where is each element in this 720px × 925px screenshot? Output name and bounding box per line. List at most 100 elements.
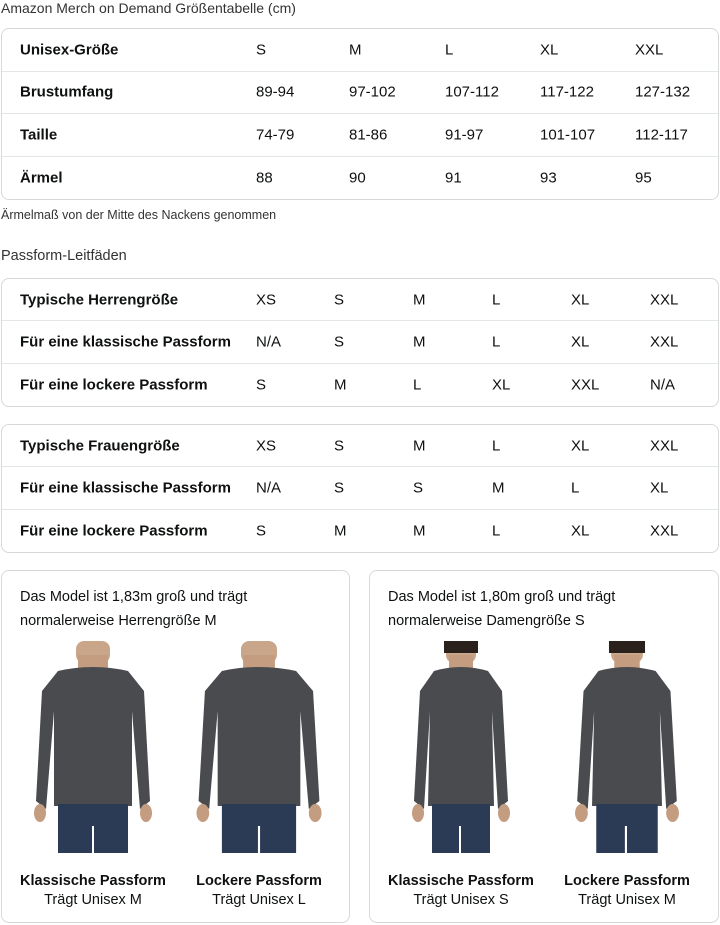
fit-title: Lockere Passform (564, 873, 690, 889)
model-description: Das Model ist 1,83m groß und trägt norma… (20, 589, 248, 629)
table-cell: 112-117 (635, 126, 688, 144)
fit-size: Trägt Unisex S (413, 892, 509, 908)
table-cell: 81-86 (349, 126, 388, 144)
table-cell: L (492, 291, 501, 309)
table-cell: XL (571, 333, 590, 351)
size-table: Unisex-Größe S M L XL XXL Brustumfang 89-94 97-1… (1, 28, 719, 200)
table-cell: S (413, 479, 424, 497)
row-label: Für eine lockere Passform (20, 376, 208, 394)
fit-title: Lockere Passform (196, 873, 322, 889)
row-label: Für eine lockere Passform (20, 522, 208, 540)
table-cell: N/A (256, 333, 282, 351)
row-label: Unisex-Größe (20, 41, 119, 59)
loose-fit-figure: Lockere Passform Trägt Unisex L (180, 641, 338, 908)
table-cell: 89-94 (256, 83, 295, 101)
row-label: Typische Frauengröße (20, 437, 180, 455)
table-cell: M (413, 522, 426, 540)
table-cell: L (445, 41, 454, 59)
row-label: Taille (20, 126, 58, 144)
fit-title: Klassische Passform (20, 873, 166, 889)
women-fit-table: Typische Frauengröße XS S M L XL XXL Für eine k… (1, 424, 719, 553)
fit-size: Trägt Unisex L (212, 892, 306, 908)
table-cell: XS (256, 291, 277, 309)
table-cell: XXL (650, 522, 679, 540)
fit-size: Trägt Unisex M (44, 892, 142, 908)
table-cell: M (413, 333, 426, 351)
table-cell: XXL (650, 437, 679, 455)
fit-title: Klassische Passform (388, 873, 534, 889)
table-cell: 88 (256, 169, 273, 187)
table-cell: 93 (540, 169, 557, 187)
table-row: Unisex-Größe S M L XL XXL (2, 29, 718, 72)
men-model-card: Das Model ist 1,83m groß und trägt norma… (1, 570, 350, 923)
table-cell: XXL (650, 291, 679, 309)
table-row: Taille 74-79 81-86 91-97 101-107 112-117 (2, 114, 718, 157)
table-cell: 74-79 (256, 126, 295, 144)
table-row: Ärmel 88 90 91 93 95 (2, 157, 718, 200)
table-cell: S (334, 479, 345, 497)
table-row: Brustumfang 89-94 97-102 107-112 117-122 127-… (2, 72, 718, 114)
table-cell: 91-97 (445, 126, 484, 144)
table-cell: XL (650, 479, 669, 497)
table-cell: N/A (256, 479, 282, 497)
row-label: Typische Herrengröße (20, 291, 179, 309)
model-photo (412, 641, 510, 853)
model-description: Das Model ist 1,80m groß und trägt norma… (388, 589, 616, 629)
row-label: Brustumfang (20, 83, 114, 101)
table-cell: M (492, 479, 505, 497)
table-cell: M (413, 291, 426, 309)
row-label: Ärmel (20, 169, 63, 187)
table-cell: XL (571, 291, 590, 309)
table-cell: S (334, 333, 345, 351)
table-cell: S (334, 291, 345, 309)
fit-heading: Passform-Leitfäden (1, 248, 127, 264)
table-cell: 90 (349, 169, 366, 187)
classic-fit-figure: Klassische Passform Trägt Unisex S (382, 641, 540, 908)
table-cell: 107-112 (445, 83, 499, 101)
model-photo (34, 641, 152, 853)
table-row: Für eine lockere Passform S M L XL XXL N/A (2, 364, 718, 406)
table-cell: M (349, 41, 362, 59)
table-cell: XXL (635, 41, 664, 59)
table-cell: XXL (571, 376, 600, 394)
men-fit-table: Typische Herrengröße XS S M L XL XXL Für eine k… (1, 278, 719, 407)
table-cell: XL (571, 522, 590, 540)
row-label: Für eine klassische Passform (20, 479, 231, 497)
table-cell: S (334, 437, 345, 455)
table-cell: M (334, 522, 347, 540)
table-cell: XXL (650, 333, 679, 351)
classic-fit-figure: Klassische Passform Trägt Unisex M (14, 641, 172, 908)
table-cell: 91 (445, 169, 462, 187)
table-cell: L (492, 333, 501, 351)
table-cell: L (571, 479, 580, 497)
table-cell: N/A (650, 376, 676, 394)
table-cell: 95 (635, 169, 652, 187)
table-row: Typische Frauengröße XS S M L XL XXL (2, 425, 718, 468)
loose-fit-figure: Lockere Passform Trägt Unisex M (548, 641, 706, 908)
table-cell: L (492, 522, 501, 540)
women-model-card: Das Model ist 1,80m groß und trägt norma… (369, 570, 719, 923)
table-row: Typische Herrengröße XS S M L XL XXL (2, 279, 718, 322)
table-cell: 117-122 (540, 83, 594, 101)
row-label: Für eine klassische Passform (20, 333, 231, 351)
page-title: Amazon Merch on Demand Größentabelle (cm… (1, 0, 296, 16)
table-cell: M (413, 437, 426, 455)
table-cell: M (334, 376, 347, 394)
table-row: Für eine lockere Passform S M M L XL XXL (2, 510, 718, 552)
table-cell: XS (256, 437, 277, 455)
table-cell: XL (571, 437, 590, 455)
table-cell: S (256, 376, 267, 394)
table-cell: XL (492, 376, 511, 394)
table-cell: 97-102 (349, 83, 396, 101)
model-photo (196, 641, 322, 853)
table-row: Für eine klassische Passform N/A S S M L XL (2, 467, 718, 510)
table-cell: 101-107 (540, 126, 596, 144)
table-cell: L (413, 376, 422, 394)
model-photo (575, 641, 679, 853)
fit-size: Trägt Unisex M (578, 892, 676, 908)
table-cell: L (492, 437, 501, 455)
table-cell: S (256, 41, 267, 59)
table-cell: XL (540, 41, 559, 59)
table-cell: S (256, 522, 267, 540)
sleeve-note: Ärmelmaß von der Mitte des Nackens genom… (1, 208, 277, 222)
